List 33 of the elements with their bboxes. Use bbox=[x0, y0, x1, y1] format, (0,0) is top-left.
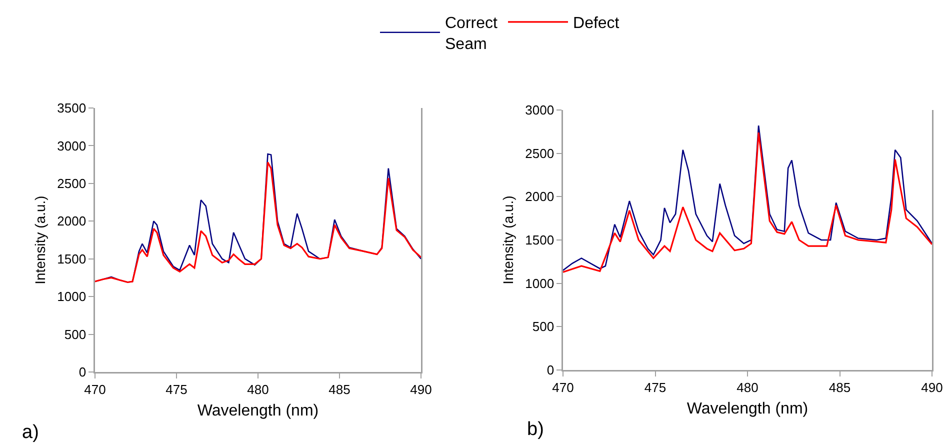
y-tick-label: 3000 bbox=[57, 138, 86, 154]
legend-label: Correct Seam bbox=[445, 15, 498, 53]
x-axis-title: Wavelength (nm) bbox=[686, 400, 808, 418]
y-tick-label: 1000 bbox=[57, 289, 86, 304]
text: b) bbox=[527, 419, 544, 440]
y-tick-label: 2500 bbox=[525, 146, 554, 161]
y-tick-label: 1000 bbox=[525, 276, 554, 291]
x-tick-label: 470 bbox=[84, 382, 106, 397]
y-tick-label: 2500 bbox=[57, 176, 86, 191]
y-tick-label: 2000 bbox=[525, 189, 554, 204]
y-tick-label: 0 bbox=[78, 364, 86, 380]
x-tick-label: 475 bbox=[644, 380, 666, 395]
y-tick-label: 2000 bbox=[57, 214, 86, 229]
legend-label: Defect bbox=[573, 15, 620, 32]
x-tick-label: 470 bbox=[552, 380, 574, 395]
y-tick-label: 3000 bbox=[525, 102, 554, 118]
x-tick-label: 480 bbox=[247, 382, 269, 397]
y-axis-title: Intensity (a.u.) bbox=[32, 196, 48, 284]
y-axis-title: Intensity (a.u.) bbox=[500, 196, 516, 284]
x-tick-label: 480 bbox=[736, 380, 758, 395]
x-tick-label: 485 bbox=[328, 382, 350, 397]
y-tick-label: 1500 bbox=[57, 251, 86, 266]
y-tick-label: 1500 bbox=[525, 232, 554, 248]
x-tick-label: 490 bbox=[410, 382, 432, 397]
x-tick-label: 490 bbox=[921, 380, 943, 395]
y-tick-label: 500 bbox=[532, 319, 554, 334]
text: a) bbox=[22, 422, 39, 443]
x-tick-label: 485 bbox=[828, 380, 851, 395]
y-tick-label: 3500 bbox=[57, 100, 86, 116]
y-tick-label: 0 bbox=[546, 362, 554, 378]
y-tick-label: 500 bbox=[64, 326, 86, 342]
x-axis-title: Wavelength (nm) bbox=[197, 402, 319, 420]
x-tick-label: 475 bbox=[166, 382, 188, 397]
